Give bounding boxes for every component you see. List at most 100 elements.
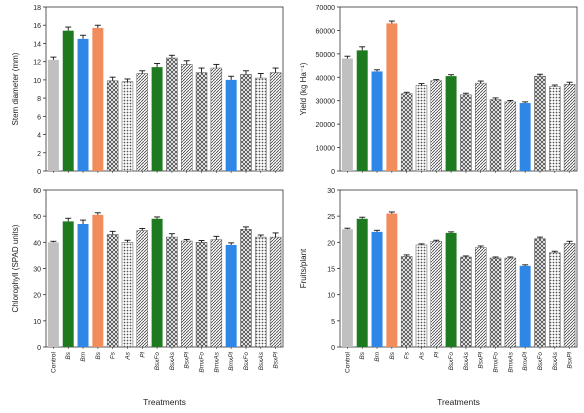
x-tick-label: BsxAs [258,351,265,370]
bar-5 [121,81,134,172]
y-tick-label: 20000 [316,122,336,129]
x-tick-label: BmxAs [213,351,220,372]
plot-frame [339,6,578,172]
bar-14 [255,236,267,348]
bar-10 [195,242,208,348]
y-tick-label: 10 [33,319,41,326]
x-axis-label: Treatments [143,397,186,407]
bar-14 [549,86,561,172]
bar-0 [47,59,59,171]
bar-15 [563,84,576,172]
bar-13 [240,74,252,172]
y-tick-label: 20 [327,240,335,247]
x-tick-label: BsxAs [552,351,559,370]
y-tick-label: 30000 [316,99,336,106]
x-tick-label: Control [50,351,57,373]
x-tick-label: BsxPl [567,351,574,368]
bar-10 [489,99,502,172]
bar-4 [400,93,413,172]
bar-13 [534,238,546,348]
y-tick-label: 30 [327,188,335,195]
y-tick-label: 2 [37,151,41,158]
bar-12 [519,265,531,347]
bar-0 [341,58,353,171]
bar-12 [225,79,237,171]
bar-8 [166,236,178,348]
chart-panel-top-left: 0 2 4 6 8 10 12 14 16 18 Stem diameter (mm) [11,5,284,176]
bar-5 [415,244,428,348]
x-tick-label: BsxAs [463,351,470,370]
bar-6 [136,73,149,172]
y-axis-label: Yield (kg Ha⁻¹) [299,62,308,115]
y-tick-label: 0 [37,345,41,352]
y-tick-label: 70000 [316,5,336,12]
chart-panel-bottom-left: 0 10 20 30 40 50 60 Chlorophyll (SPAD units) Con… [11,188,284,407]
x-tick-label: BmxAs [507,351,514,372]
y-tick-label: 16 [33,23,41,30]
bar-2 [77,224,89,347]
y-tick-label: 5 [331,319,335,326]
y-tick-label: 6 [37,114,41,121]
bar-1 [62,221,74,347]
x-tick-label: Bm [80,351,87,361]
x-tick-label: Bs [95,351,102,359]
x-tick-label: Fs [404,351,411,359]
x-tick-label: BsxFo [243,352,250,371]
bar-9 [180,64,193,172]
y-tick-label: 50 [33,214,41,221]
x-tick-label: BmxFo [493,352,500,373]
x-tick-label: Pl [433,351,440,357]
x-axis-label: Treatments [437,397,480,407]
bar-14 [549,252,561,348]
chart-panel-bottom-right: 0 5 10 15 20 25 30 Fruits/plant Control Bs Bm Bs Fs A… [299,188,578,407]
x-tick-label: As [418,351,425,360]
bar-6 [430,241,443,348]
bar-8 [460,256,472,348]
y-tick-label: 0 [331,169,335,176]
bar-2 [371,231,383,347]
y-tick-label: 10 [33,78,41,85]
bar-1 [62,30,74,171]
bar-13 [240,229,252,348]
y-tick-label: 50000 [316,52,336,59]
x-tick-label: Bs [65,351,72,359]
y-tick-label: 60 [33,188,41,195]
bar-4 [400,256,413,348]
x-tick-label: Bm [374,351,381,361]
bar-3 [386,23,398,172]
x-tick-label: As [124,351,131,360]
bar-13 [534,75,546,172]
bar-15 [563,243,576,348]
x-tick-label: Fs [110,351,117,359]
x-tick-label: BsxFo [448,352,455,371]
y-tick-label: 15 [327,267,335,274]
bar-10 [195,72,208,172]
bar-10 [489,257,502,348]
y-tick-label: 14 [33,41,41,48]
bar-12 [225,244,237,347]
bar-11 [504,101,517,172]
x-tick-label: BsxPl [478,351,485,368]
bar-1 [356,218,368,347]
x-tick-label: BsxAs [169,351,176,370]
y-tick-label: 4 [37,133,41,140]
bar-14 [255,77,267,172]
x-tick-label: BsxFo [154,352,161,371]
bar-2 [371,71,383,171]
x-tick-label: Bs [389,351,396,359]
bar-7 [445,232,457,347]
y-tick-label: 40 [33,240,41,247]
bar-9 [474,82,487,172]
bar-0 [341,229,353,347]
x-tick-label: BmxPl [228,351,235,370]
y-tick-label: 0 [37,169,41,176]
y-tick-label: 60000 [316,28,336,35]
y-tick-label: 20 [33,293,41,300]
chart-panel-top-right: 0 10000 20000 30000 40000 50000 60000 70000 Yiel… [299,5,578,176]
bar-7 [151,67,163,171]
bar-11 [210,239,223,348]
y-axis-label: Chlorophyll (SPAD units) [11,224,20,312]
bar-0 [47,242,59,347]
bar-12 [519,103,531,171]
